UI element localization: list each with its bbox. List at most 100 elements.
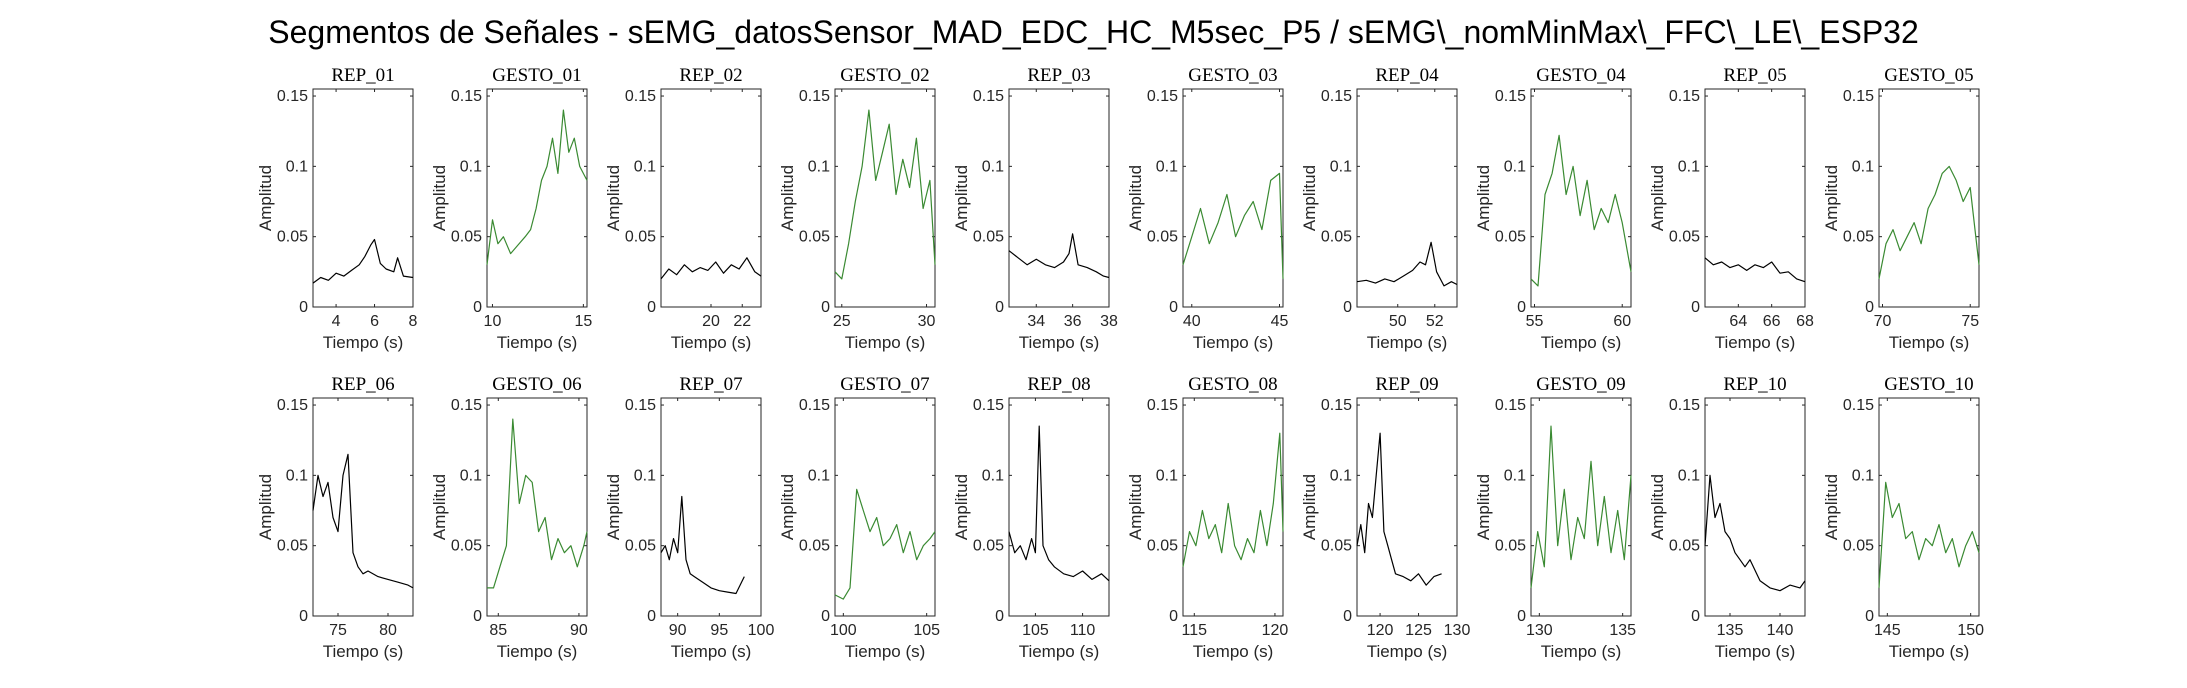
- x-axis-label: Tiempo (s): [671, 642, 752, 661]
- axes-box: [1182, 88, 1284, 308]
- signal-line: [1704, 474, 1806, 592]
- y-axis-label: Amplitud: [1474, 474, 1493, 540]
- axes-box: [834, 88, 936, 308]
- y-tick-label: 0.1: [1678, 467, 1700, 484]
- subplot-title: GESTO_01: [492, 65, 581, 86]
- y-tick-label: 0: [299, 608, 308, 625]
- y-tick-label: 0.15: [1843, 397, 1874, 414]
- y-axis-label: Amplitud: [256, 165, 275, 231]
- y-tick-label: 0.1: [1156, 467, 1178, 484]
- y-tick-label: 0.15: [625, 397, 656, 414]
- y-tick-label: 0.1: [1330, 158, 1352, 175]
- y-tick-label: 0: [995, 608, 1004, 625]
- y-tick-label: 0: [1169, 299, 1178, 316]
- x-tick-label: 75: [329, 622, 347, 639]
- x-axis-label: Tiempo (s): [845, 642, 926, 661]
- subplot-8: GESTO_04 0 0.05 0.1 0.15 55 60 Tiempo (s) Amplit…: [1474, 65, 1632, 352]
- axes-box: [1704, 397, 1806, 617]
- x-tick-label: 30: [918, 313, 936, 330]
- x-tick-label: 125: [1405, 622, 1432, 639]
- y-tick-label: 0.05: [1147, 229, 1178, 246]
- subplot-18: GESTO_09 0 0.05 0.1 0.15 130 135 Tiempo (s) Ampl…: [1474, 374, 1636, 661]
- x-tick-label: 135: [1717, 622, 1744, 639]
- axes-box: [660, 88, 762, 308]
- y-tick-label: 0.1: [982, 467, 1004, 484]
- subplot-title: REP_04: [1375, 65, 1439, 86]
- subplot-15: REP_08 0 0.05 0.1 0.15 105 110 Tiempo (s) Amplit…: [952, 374, 1110, 661]
- y-tick-label: 0.15: [799, 397, 830, 414]
- y-tick-label: 0.05: [1495, 538, 1526, 555]
- axes-box: [660, 397, 762, 617]
- y-tick-label: 0.05: [277, 538, 308, 555]
- x-tick-label: 60: [1613, 313, 1631, 330]
- y-tick-label: 0.05: [625, 229, 656, 246]
- axes-box: [1704, 88, 1806, 308]
- y-tick-label: 0.15: [1147, 397, 1178, 414]
- y-tick-label: 0: [473, 299, 482, 316]
- y-tick-label: 0.15: [451, 88, 482, 105]
- x-tick-label: 10: [484, 313, 502, 330]
- x-tick-label: 120: [1262, 622, 1289, 639]
- y-tick-label: 0: [1343, 608, 1352, 625]
- x-tick-label: 90: [669, 622, 687, 639]
- subplot-title: REP_03: [1027, 65, 1090, 86]
- y-tick-label: 0.1: [1504, 158, 1526, 175]
- y-axis-label: Amplitud: [778, 474, 797, 540]
- axes-box: [486, 88, 588, 308]
- x-tick-label: 130: [1444, 622, 1471, 639]
- y-tick-label: 0.1: [634, 158, 656, 175]
- y-tick-label: 0: [821, 299, 830, 316]
- y-axis-label: Amplitud: [1300, 165, 1319, 231]
- subplot-title: GESTO_06: [492, 374, 581, 395]
- y-axis-label: Amplitud: [952, 474, 971, 540]
- signal-line: [486, 109, 588, 265]
- x-axis-label: Tiempo (s): [1715, 642, 1796, 661]
- y-tick-label: 0.05: [1843, 229, 1874, 246]
- y-tick-label: 0: [1169, 608, 1178, 625]
- subplot-3: REP_02 0 0.05 0.1 0.15 20 22 Tiempo (s) Amplitud: [604, 65, 762, 352]
- signal-line: [312, 238, 414, 284]
- signal-line: [834, 109, 936, 280]
- axes-box: [1008, 397, 1110, 617]
- signal-line: [1878, 481, 1980, 588]
- y-tick-label: 0: [1517, 608, 1526, 625]
- y-tick-label: 0.1: [1678, 158, 1700, 175]
- y-tick-label: 0.05: [973, 538, 1004, 555]
- signal-line: [487, 418, 588, 589]
- y-tick-label: 0.15: [1147, 88, 1178, 105]
- y-tick-label: 0.05: [1321, 538, 1352, 555]
- x-axis-label: Tiempo (s): [845, 333, 926, 352]
- subplot-title: REP_09: [1375, 374, 1438, 395]
- axes-box: [1182, 397, 1284, 617]
- axes-box: [834, 397, 936, 617]
- y-axis-label: Amplitud: [1300, 474, 1319, 540]
- y-tick-label: 0.05: [1669, 229, 1700, 246]
- axes-box: [1356, 88, 1458, 308]
- x-axis-label: Tiempo (s): [1367, 642, 1448, 661]
- subplot-title: GESTO_10: [1884, 374, 1973, 395]
- subplot-title: GESTO_02: [840, 65, 929, 86]
- x-tick-label: 66: [1763, 313, 1781, 330]
- x-tick-label: 100: [748, 622, 775, 639]
- axes-box: [312, 397, 414, 617]
- subplot-20: GESTO_10 0 0.05 0.1 0.15 145 150 Tiempo (s) Ampl…: [1822, 374, 1984, 661]
- y-tick-label: 0.1: [460, 158, 482, 175]
- x-tick-label: 90: [570, 622, 588, 639]
- y-axis-label: Amplitud: [1126, 474, 1145, 540]
- y-tick-label: 0: [647, 608, 656, 625]
- x-axis-label: Tiempo (s): [1019, 642, 1100, 661]
- signal-line: [1704, 257, 1806, 283]
- axes-box: [312, 88, 414, 308]
- y-tick-label: 0.15: [1495, 88, 1526, 105]
- subplot-13: REP_07 0 0.05 0.1 0.15 90 95 100 Tiempo (s) Ampli…: [604, 374, 774, 661]
- axes-box: [486, 397, 588, 617]
- y-tick-label: 0: [1865, 299, 1874, 316]
- y-axis-label: Amplitud: [430, 165, 449, 231]
- y-axis-label: Amplitud: [256, 474, 275, 540]
- x-tick-label: 4: [332, 313, 341, 330]
- y-tick-label: 0.1: [808, 467, 830, 484]
- x-axis-label: Tiempo (s): [1193, 642, 1274, 661]
- y-tick-label: 0.15: [625, 88, 656, 105]
- x-tick-label: 22: [733, 313, 751, 330]
- x-tick-label: 140: [1767, 622, 1794, 639]
